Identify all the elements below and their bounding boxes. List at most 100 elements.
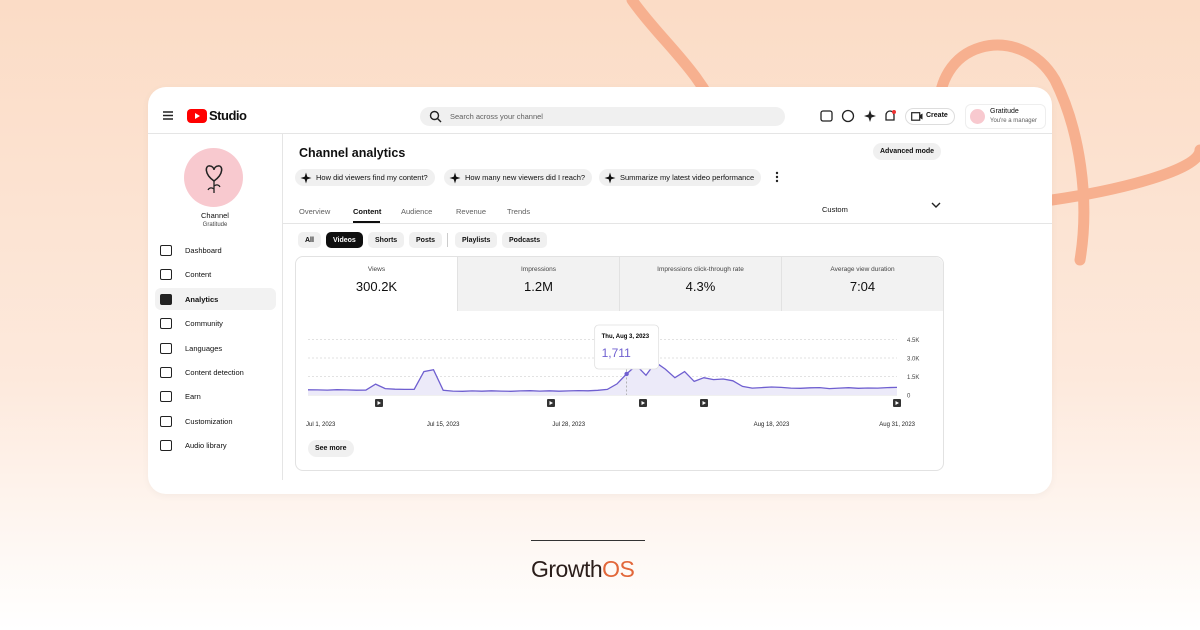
more-button[interactable] bbox=[774, 171, 780, 183]
nav-item[interactable]: Analytics bbox=[185, 295, 219, 304]
filter-chip[interactable]: All bbox=[298, 232, 321, 248]
x-tick-label: Aug 18, 2023 bbox=[754, 422, 790, 428]
tooltip-value: 1,711 bbox=[602, 346, 631, 360]
nav-item[interactable]: Languages bbox=[185, 344, 223, 353]
create-icon bbox=[911, 112, 923, 121]
create-label: Create bbox=[926, 112, 948, 119]
hover-point bbox=[624, 371, 629, 377]
channel-label: Channel bbox=[201, 211, 229, 220]
nav-item[interactable]: Dashboard bbox=[185, 246, 222, 255]
metric-value: 7:04 bbox=[849, 279, 876, 294]
see-more-button[interactable]: See more bbox=[308, 440, 354, 457]
views-area bbox=[308, 362, 897, 395]
prompt-chip[interactable]: How many new viewers did I reach? bbox=[444, 169, 593, 186]
views-line bbox=[307, 361, 898, 392]
prompt-chip[interactable]: Summarize my latest video performance bbox=[599, 169, 762, 186]
tab[interactable]: Overview bbox=[299, 207, 331, 216]
channel-avatar bbox=[184, 148, 243, 207]
brand-rule bbox=[531, 540, 645, 541]
tooltip-title: Thu, Aug 3, 2023 bbox=[602, 334, 650, 340]
metric-value: 4.3% bbox=[685, 279, 716, 294]
nav-icon bbox=[160, 318, 172, 329]
create-button[interactable] bbox=[905, 108, 955, 125]
metric-label: Views bbox=[367, 266, 386, 273]
metric-label: Average view duration bbox=[830, 266, 895, 273]
account-avatar bbox=[970, 109, 985, 124]
tab[interactable]: Trends bbox=[507, 207, 531, 216]
metric-label: Impressions bbox=[520, 266, 557, 273]
nav-icon bbox=[160, 269, 172, 280]
nav-item[interactable]: Customization bbox=[185, 417, 233, 426]
menu-button[interactable] bbox=[162, 110, 174, 121]
nav-icon bbox=[160, 367, 172, 378]
filter-chip[interactable]: Podcasts bbox=[502, 232, 548, 248]
y-tick-label: 4.5K bbox=[907, 338, 919, 344]
tabs-divider bbox=[283, 223, 1052, 224]
y-tick-label: 1.5K bbox=[907, 375, 919, 381]
search-box[interactable] bbox=[420, 107, 785, 126]
tab[interactable]: Revenue bbox=[456, 207, 487, 216]
nav-item[interactable]: Earn bbox=[185, 392, 201, 401]
page-title: Channel analytics bbox=[299, 146, 406, 160]
filter-chip[interactable]: Posts bbox=[409, 232, 443, 248]
nav-item[interactable]: Audio library bbox=[185, 441, 227, 450]
header-icons[interactable] bbox=[820, 109, 900, 123]
channel-name: Gratitude bbox=[202, 222, 228, 228]
brand-part: Growth bbox=[531, 556, 603, 582]
upload-markers bbox=[375, 399, 901, 407]
nav-item[interactable]: Content detection bbox=[185, 368, 244, 377]
filter-chip[interactable]: Playlists bbox=[455, 232, 498, 248]
period-chevron[interactable] bbox=[931, 202, 941, 209]
brand-part: OS bbox=[602, 556, 635, 582]
metric-tab[interactable]: Impressions click-through rate 4.3% bbox=[620, 257, 782, 311]
x-tick-label: Jul 15, 2023 bbox=[427, 422, 460, 428]
metrics-card bbox=[295, 256, 944, 471]
y-tick-label: 0 bbox=[907, 394, 911, 400]
account-role: You're a manager bbox=[990, 118, 1037, 124]
metric-tab[interactable]: Impressions 1.2M bbox=[458, 257, 620, 311]
sidebar-divider bbox=[282, 134, 283, 480]
y-tick-label: 3.0K bbox=[907, 357, 919, 363]
x-tick-label: Aug 31, 2023 bbox=[879, 422, 915, 428]
nav-icon bbox=[160, 245, 172, 256]
metric-label: Impressions click-through rate bbox=[657, 266, 744, 273]
tab[interactable]: Audience bbox=[401, 207, 433, 216]
nav-item[interactable]: Content bbox=[185, 270, 212, 279]
metric-tab[interactable]: Views 300.2K bbox=[296, 257, 458, 311]
search-icon bbox=[429, 110, 442, 123]
nav-icon bbox=[160, 416, 172, 427]
nav-item[interactable]: Community bbox=[185, 319, 223, 328]
advanced-mode-button[interactable]: Advanced mode bbox=[873, 143, 942, 160]
active-nav-background bbox=[155, 288, 276, 310]
nav-icon bbox=[160, 294, 172, 305]
metric-value: 300.2K bbox=[355, 279, 398, 294]
x-tick-label: Jul 28, 2023 bbox=[552, 422, 585, 428]
avatar-heart bbox=[205, 165, 223, 193]
active-tab-underline bbox=[353, 221, 380, 223]
account-name: Gratitude bbox=[990, 108, 1019, 115]
logo-icon bbox=[187, 109, 207, 123]
nav-icon bbox=[160, 440, 172, 451]
x-tick-label: Jul 1, 2023 bbox=[306, 422, 336, 428]
filter-chip[interactable]: Shorts bbox=[368, 232, 405, 248]
metric-value: 1.2M bbox=[524, 279, 553, 294]
header-divider bbox=[148, 133, 1052, 134]
prompt-chip[interactable]: How did viewers find my content? bbox=[295, 169, 435, 186]
metric-tab[interactable]: Average view duration 7:04 bbox=[782, 257, 943, 311]
filter-chip[interactable]: Videos bbox=[326, 232, 363, 248]
tab[interactable]: Content bbox=[353, 207, 382, 216]
brand-logo: GrowthOS bbox=[531, 556, 635, 583]
account-chip[interactable] bbox=[965, 104, 1046, 129]
filter-separator bbox=[447, 233, 448, 247]
tooltip-box bbox=[594, 324, 660, 370]
logo-text: Studio bbox=[209, 108, 247, 123]
nav-icon bbox=[160, 343, 172, 354]
prompt-sparkles bbox=[300, 172, 616, 184]
search-placeholder: Search across your channel bbox=[450, 112, 543, 121]
nav-icon bbox=[160, 391, 172, 402]
period-select[interactable]: Custom bbox=[822, 205, 848, 214]
tooltip: Thu, Aug 3, 2023 1,711 bbox=[594, 324, 660, 370]
